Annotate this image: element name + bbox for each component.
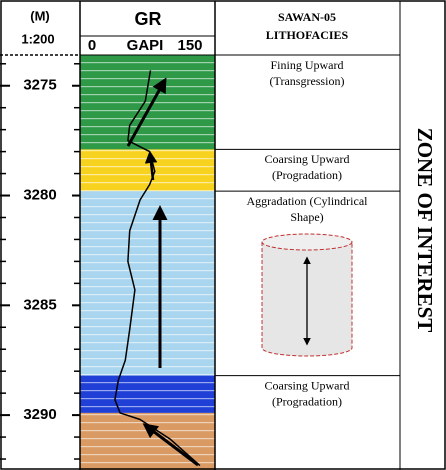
- facies-label: Shape): [290, 210, 323, 224]
- cylinder-icon: [261, 233, 353, 357]
- depth-scale: 1:200: [21, 31, 54, 46]
- trend-arrow: [126, 77, 167, 147]
- band-texture: [80, 55, 215, 150]
- facies-label: Coarsing Upward: [265, 378, 350, 392]
- band-texture: [80, 375, 215, 413]
- facies-label: Aggradation (Cylindrical: [247, 194, 369, 208]
- bands: [80, 55, 215, 470]
- depth-label: 3275: [23, 77, 56, 94]
- depth-unit: (M): [30, 8, 50, 23]
- well-name: SAWAN-05: [278, 10, 336, 24]
- band-texture: [80, 149, 215, 192]
- track-title: GR: [135, 9, 162, 29]
- facies-label: Coarsing Upward: [265, 152, 350, 166]
- column-title: LITHOFACIES: [266, 28, 349, 42]
- gr-min: 0: [88, 37, 96, 54]
- depth-label: 3290: [23, 406, 56, 423]
- zone-label: ZONE OF INTEREST: [413, 128, 437, 333]
- facies-label: (Progradation): [272, 168, 342, 182]
- facies-label: (Transgression): [270, 74, 345, 88]
- band-texture: [80, 191, 215, 376]
- depth-label: 3285: [23, 296, 56, 313]
- facies-label: (Progradation): [272, 394, 342, 408]
- trend-arrow: [142, 423, 199, 467]
- gr-unit: GAPI: [127, 37, 164, 54]
- gr-curve: [114, 70, 201, 467]
- depth-label: 3280: [23, 186, 56, 203]
- facies-label: Fining Upward: [271, 58, 344, 72]
- gr-max: 150: [177, 37, 202, 54]
